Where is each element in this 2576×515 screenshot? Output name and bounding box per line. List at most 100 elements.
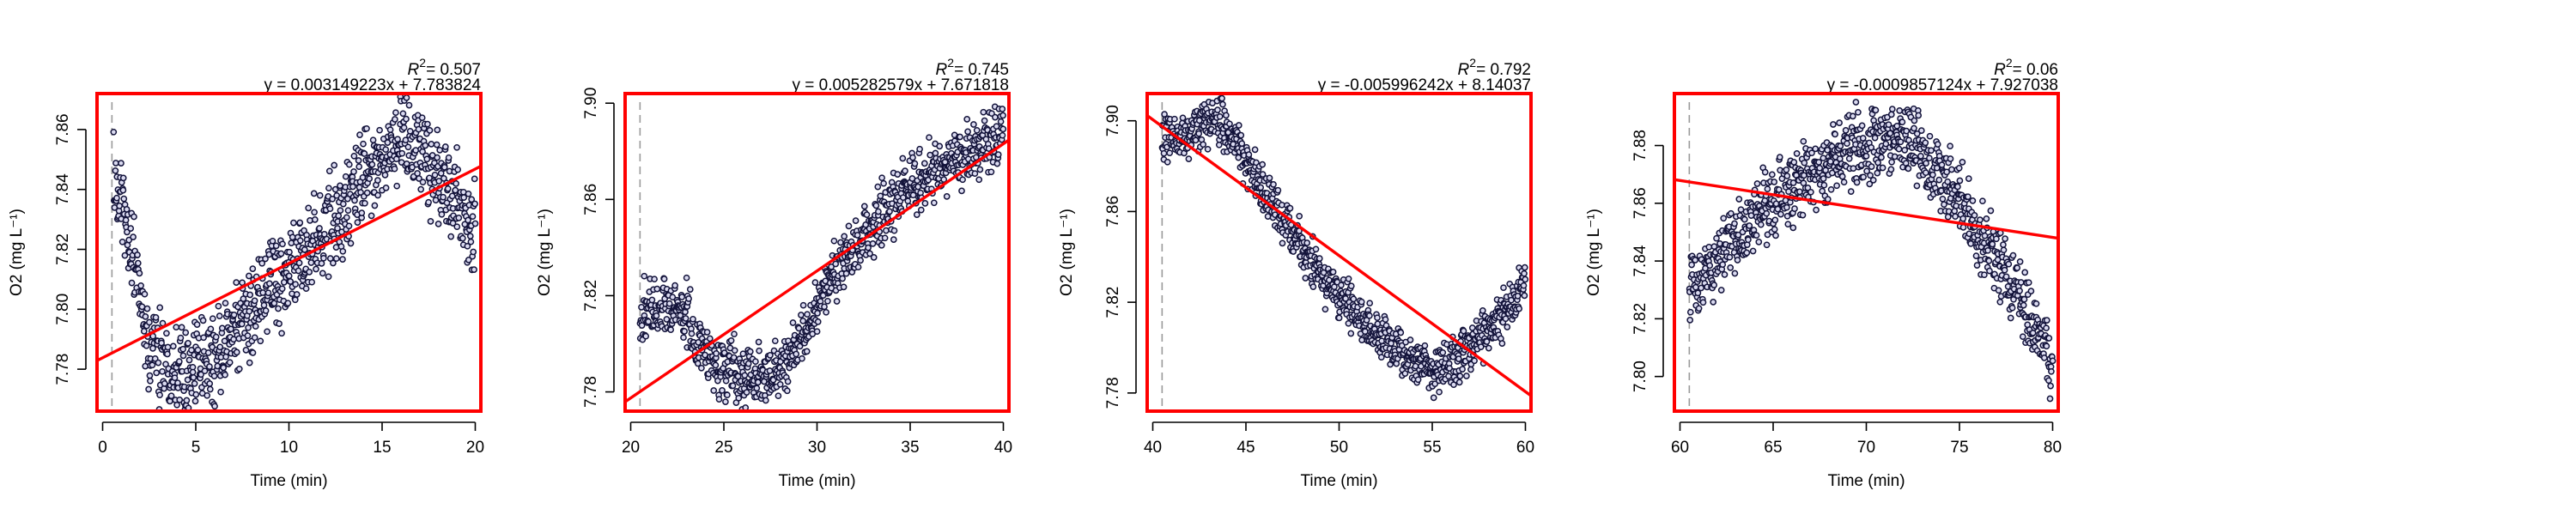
data-point	[441, 143, 449, 150]
y-axis-label: O2 (mg L⁻¹)	[536, 209, 554, 296]
data-point	[453, 180, 459, 187]
data-point	[1331, 283, 1338, 291]
x-tick-label: 30	[808, 439, 826, 457]
data-point	[1498, 340, 1506, 347]
data-point	[899, 194, 907, 202]
y-tick-label: 7.90	[1104, 105, 1122, 136]
data-point	[993, 160, 1001, 167]
data-point	[1521, 270, 1528, 277]
chart-panel-4: R2= 0.06 y = -0.0009857124x + 7.927038 T…	[1585, 56, 2062, 490]
x-axis-label: Time (min)	[250, 472, 327, 490]
data-point	[1868, 143, 1875, 151]
data-point	[191, 380, 198, 387]
data-point	[920, 160, 928, 167]
data-point	[249, 349, 257, 356]
data-point	[1259, 161, 1267, 168]
data-point	[1784, 221, 1792, 228]
data-point	[857, 257, 864, 264]
x-tick-label: 50	[1330, 439, 1348, 457]
data-point	[136, 270, 143, 277]
data-point	[1935, 176, 1943, 184]
data-point	[1989, 240, 1996, 248]
data-point	[660, 276, 668, 282]
data-point	[932, 149, 939, 157]
data-point	[188, 346, 195, 354]
data-point	[311, 216, 319, 223]
data-point	[667, 326, 675, 334]
data-point	[468, 196, 476, 203]
data-point	[185, 356, 193, 364]
x-tick-label: 80	[2044, 439, 2062, 457]
data-point	[2009, 251, 2017, 259]
data-point	[191, 397, 199, 405]
data-points	[1158, 94, 1529, 402]
data-point	[917, 206, 925, 214]
x-tick-label: 5	[191, 439, 201, 457]
data-point	[447, 233, 455, 240]
data-point	[363, 124, 370, 132]
data-point	[1944, 178, 1952, 185]
data-point	[146, 372, 154, 379]
data-point	[149, 345, 156, 352]
data-point	[746, 348, 754, 355]
data-point	[1771, 216, 1779, 224]
data-point	[1859, 135, 1867, 142]
data-point	[1911, 124, 1917, 132]
y-tick-label: 7.90	[582, 88, 600, 119]
data-point	[1726, 253, 1734, 261]
data-point	[1965, 175, 1972, 182]
data-point	[735, 394, 743, 402]
data-point	[1235, 122, 1242, 129]
data-point	[2002, 273, 2010, 281]
data-point	[130, 233, 137, 240]
data-point	[729, 382, 737, 390]
data-point	[973, 126, 981, 134]
data-point	[169, 342, 177, 350]
data-point	[471, 266, 477, 273]
data-point	[257, 337, 264, 345]
data-point	[830, 237, 838, 245]
data-point	[1771, 179, 1778, 185]
data-point	[930, 199, 938, 207]
data-point	[119, 186, 127, 194]
data-point	[999, 112, 1006, 119]
data-point	[789, 319, 797, 326]
data-point	[210, 373, 218, 379]
data-point	[326, 255, 334, 262]
data-point	[233, 279, 240, 286]
data-point	[1686, 308, 1694, 316]
x-tick-label: 65	[1764, 439, 1782, 457]
fit-equation: y = 0.003149223x + 7.783824	[264, 76, 481, 94]
data-point	[921, 200, 929, 207]
plot-frame	[95, 92, 483, 413]
data-point	[1911, 117, 1918, 124]
data-point	[146, 318, 153, 326]
data-point	[854, 264, 862, 271]
data-point	[1345, 319, 1352, 327]
data-point	[799, 354, 805, 362]
data-point	[821, 303, 828, 311]
data-point	[272, 242, 280, 250]
data-point	[881, 234, 889, 242]
data-point	[1463, 373, 1470, 379]
data-point	[2000, 246, 2008, 254]
data-point	[1763, 209, 1771, 217]
data-point	[405, 101, 413, 109]
data-point	[1520, 282, 1528, 289]
data-point	[2016, 258, 2024, 265]
data-point	[641, 272, 648, 280]
data-point	[211, 403, 218, 410]
data-point	[1954, 183, 1961, 191]
data-point	[343, 214, 350, 221]
data-point	[743, 389, 750, 396]
data-point	[1459, 366, 1466, 373]
data-point	[1309, 283, 1317, 290]
data-point	[1832, 130, 1838, 138]
data-point	[1204, 145, 1212, 153]
data-point	[122, 216, 130, 224]
data-point	[289, 233, 296, 241]
data-point	[1973, 262, 1981, 269]
data-point	[464, 242, 471, 250]
data-point	[434, 154, 440, 161]
data-point	[1382, 316, 1389, 324]
